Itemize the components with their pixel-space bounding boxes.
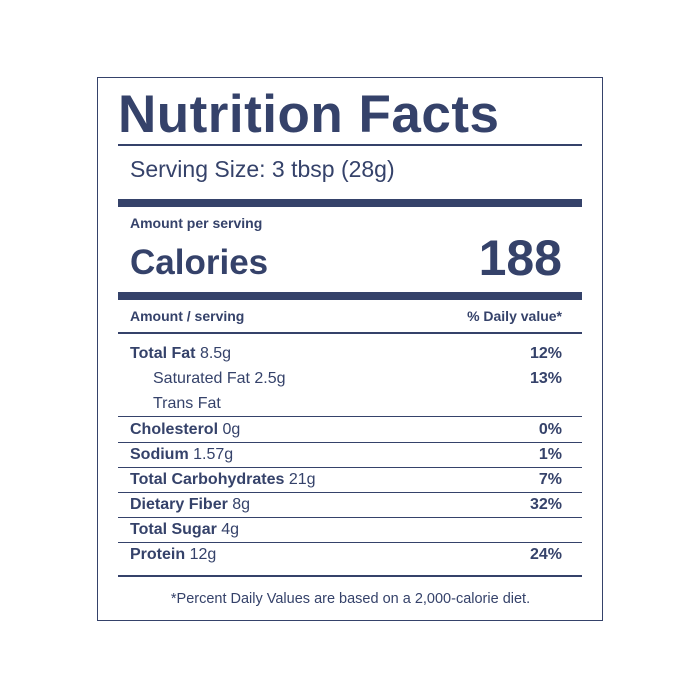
nutrient-name: Trans Fat [153, 395, 221, 412]
nutrient-name: Protein [130, 546, 186, 563]
nutrient-dv: 13% [529, 370, 562, 387]
divider [118, 332, 582, 334]
nutrient-amount: 8.5g [199, 345, 232, 362]
nutrient-row: Total Carbohydrates 21g 7% [130, 468, 562, 492]
thick-divider [118, 292, 582, 300]
nutrient-amount: 4g [221, 521, 240, 538]
nutrient-name: Total Fat [130, 345, 196, 362]
nutrient-dv: 0% [538, 421, 562, 438]
nutrient-dv: 24% [529, 546, 562, 563]
nutrient-dv: 7% [538, 471, 562, 488]
nutrient-amount: 21g [288, 471, 316, 488]
nutrient-name: Total Sugar [130, 521, 217, 538]
calories-label: Calories [130, 243, 269, 282]
nutrient-dv: 32% [529, 496, 562, 513]
nutrient-row: Saturated Fat 2.5g 13% [130, 367, 562, 391]
header-amount: Amount / serving [130, 308, 245, 324]
nutrient-row: Protein 12g 24% [130, 543, 562, 567]
nutrient-name: Cholesterol [130, 421, 219, 438]
footnote: *Percent Daily Values are based on a 2,0… [170, 591, 531, 607]
nutrient-row: Sodium 1.57g 1% [130, 443, 562, 467]
nutrient-name: Total Carbohydrates [130, 471, 285, 488]
divider [118, 144, 582, 146]
nutrient-amount: 12g [189, 546, 217, 563]
divider [118, 542, 582, 543]
divider [118, 467, 582, 468]
thick-divider [118, 199, 582, 207]
serving-size: Serving Size: 3 tbsp (28g) [130, 156, 395, 182]
divider [118, 575, 582, 577]
nutrient-name: Dietary Fiber [130, 496, 228, 513]
nutrient-amount: 0g [222, 421, 241, 438]
nutrient-row: Dietary Fiber 8g 32% [130, 493, 562, 517]
table-header: Amount / serving % Daily value* [130, 304, 562, 328]
nutrient-amount: 1.57g [193, 446, 234, 463]
amount-per-serving: Amount per serving [130, 215, 263, 231]
nutrient-row: Cholesterol 0g 0% [130, 418, 562, 442]
nutrient-name: Sodium [130, 446, 189, 463]
nutrient-amount: 2.5g [254, 370, 286, 387]
divider [118, 517, 582, 518]
nutrient-dv: 1% [538, 446, 562, 463]
divider [118, 442, 582, 443]
nutrient-row: Total Sugar 4g [130, 518, 562, 542]
nutrient-name: Saturated Fat [153, 370, 250, 387]
divider [118, 492, 582, 493]
label-border [97, 77, 603, 621]
nutrient-row: Total Fat 8.5g 12% [130, 342, 562, 366]
header-dv: % Daily value* [467, 308, 562, 324]
title: Nutrition Facts [118, 85, 500, 144]
nutrient-row: Trans Fat [130, 392, 562, 416]
calories-value: 188 [478, 230, 562, 286]
nutrient-dv: 12% [529, 345, 562, 362]
nutrient-amount: 8g [232, 496, 251, 513]
divider [118, 416, 582, 417]
